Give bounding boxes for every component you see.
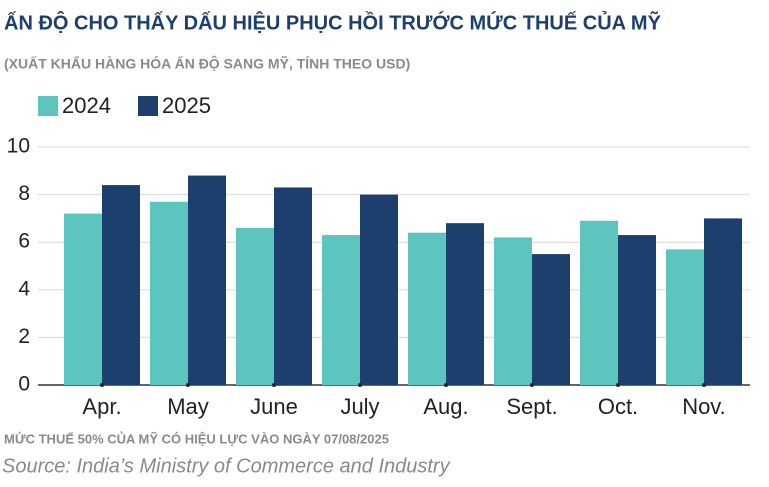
x-tick <box>444 383 448 387</box>
bar <box>494 237 532 385</box>
x-tick-label: July <box>340 394 379 419</box>
x-tick <box>616 383 620 387</box>
note: MỨC THUẾ 50% CỦA MỸ CÓ HIỆU LỰC VÀO NGÀY… <box>4 431 389 446</box>
bar <box>322 235 360 385</box>
y-tick-label: 10 <box>7 135 30 158</box>
chart-subtitle: (XUẤT KHẨU HÀNG HÓA ẤN ĐỘ SANG MỸ, TÍNH … <box>4 55 410 72</box>
y-tick-label: 4 <box>18 277 30 300</box>
x-tick <box>272 383 276 387</box>
bar <box>704 218 742 385</box>
x-tick-label: Nov. <box>682 394 726 419</box>
bar <box>666 249 704 385</box>
bar <box>532 254 570 385</box>
chart-title: ẤN ĐỘ CHO THẤY DẤU HIỆU PHỤC HỒI TRƯỚC M… <box>4 10 662 34</box>
bar <box>236 227 274 385</box>
x-tick <box>186 383 190 387</box>
y-tick-label: 8 <box>18 182 30 205</box>
bar <box>618 235 656 385</box>
bar <box>102 185 140 385</box>
legend-swatch <box>38 96 58 116</box>
y-tick-label: 2 <box>18 325 30 348</box>
bar <box>446 223 484 385</box>
x-tick <box>100 383 104 387</box>
x-tick-label: Apr. <box>82 394 121 419</box>
x-tick <box>530 383 534 387</box>
x-tick-label: Oct. <box>598 394 638 419</box>
bar <box>274 187 312 385</box>
source: Source: India’s Ministry of Commerce and… <box>2 455 451 477</box>
x-tick-label: Aug. <box>423 394 468 419</box>
x-tick-label: Sept. <box>506 394 557 419</box>
x-tick-label: June <box>250 394 298 419</box>
x-tick <box>358 383 362 387</box>
legend-label: 2025 <box>162 93 211 118</box>
y-tick-label: 6 <box>18 230 30 253</box>
x-tick-label: May <box>167 394 209 419</box>
bar <box>150 201 188 385</box>
y-tick-label: 0 <box>18 373 30 396</box>
legend-label: 2024 <box>62 93 111 118</box>
bar <box>188 175 226 385</box>
legend-swatch <box>138 96 158 116</box>
bar <box>580 220 618 385</box>
bar <box>64 213 102 385</box>
bar <box>408 232 446 385</box>
bar <box>360 194 398 385</box>
x-tick <box>702 383 706 387</box>
